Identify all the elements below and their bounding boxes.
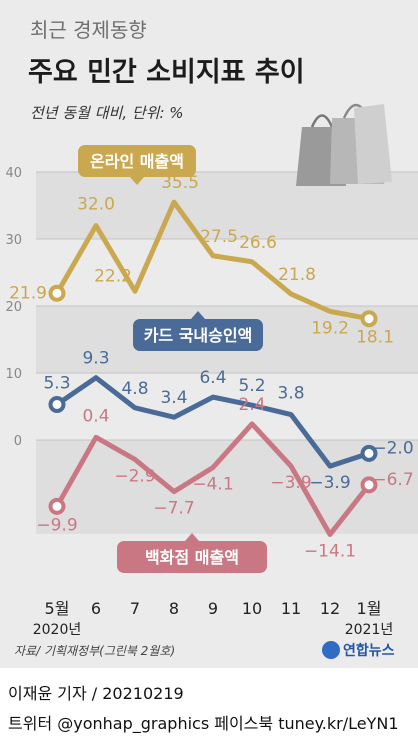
series-line: [54, 421, 372, 537]
series-marker: [360, 476, 378, 494]
data-label: 3.8: [277, 384, 304, 404]
x-tick-label: 12: [320, 599, 340, 618]
series-marker: [48, 284, 66, 302]
data-label: 27.5: [200, 227, 238, 247]
data-label: 35.5: [161, 173, 199, 193]
series-marker: [48, 497, 66, 515]
data-label: −3.9: [309, 473, 350, 493]
shopping-bag-icon: [354, 104, 392, 184]
series-marker: [360, 444, 378, 462]
data-label: 26.6: [239, 233, 277, 253]
series-badge: [133, 319, 263, 351]
byline: 이재윤 기자 / 20210219: [8, 684, 184, 703]
year-label-2021: 2021년: [345, 622, 394, 638]
page-title: 주요 민간 소비지표 추이: [28, 57, 305, 88]
data-label: −2.0: [372, 438, 413, 458]
logo-text: 연합뉴스: [343, 643, 395, 659]
x-tick-label: 7: [130, 599, 140, 618]
data-label: 2.4: [238, 395, 265, 415]
x-tick-label: 8: [169, 599, 179, 618]
x-tick-label: 6: [91, 599, 101, 618]
data-label: 0.4: [82, 406, 109, 426]
kicker: 최근 경제동향: [30, 18, 147, 42]
data-label: 19.2: [311, 318, 349, 338]
social-links: 트위터 @yonhap_graphics 페이스북 tuney.kr/LeYN1: [8, 714, 399, 733]
data-label: 22.2: [94, 266, 132, 286]
data-label: 21.8: [278, 265, 316, 285]
series-marker: [360, 310, 378, 328]
data-label: 21.9: [9, 283, 47, 303]
y-tick-0: 0: [14, 434, 22, 449]
unit-note: 전년 동월 대비, 단위: %: [30, 104, 184, 122]
x-tick-label: 10: [242, 599, 262, 618]
series-marker: [48, 395, 66, 413]
series-badge: [117, 541, 267, 573]
series-name: 백화점 매출액: [145, 548, 239, 567]
data-label: −6.7: [372, 470, 413, 490]
data-label: 32.0: [77, 195, 115, 215]
series-line: [54, 375, 372, 469]
data-label: −9.9: [36, 515, 77, 535]
badge-pointer: [130, 177, 144, 185]
y-tick-30: 30: [5, 233, 22, 248]
x-tick-label: 9: [208, 599, 218, 618]
yonhap-logo-icon: [322, 641, 340, 659]
x-tick-label: 1월: [357, 599, 382, 618]
year-label-2020: 2020년: [33, 622, 82, 638]
data-label: 5.2: [238, 376, 265, 396]
source-note: 자료/ 기획재정부(그린북 2월호): [14, 644, 176, 658]
data-label: 5.3: [43, 373, 70, 393]
data-label: 18.1: [356, 328, 394, 348]
data-label: −4.1: [192, 474, 233, 494]
series-name: 온라인 매출액: [90, 152, 184, 171]
data-label: 3.4: [160, 388, 187, 408]
data-label: −3.9: [270, 473, 311, 493]
yonhap-logo: 연합뉴스: [322, 640, 395, 660]
badge-pointer: [185, 533, 199, 541]
bag-handle-icon: [310, 114, 334, 128]
data-label: −14.1: [304, 541, 356, 561]
y-tick-40: 40: [5, 166, 22, 181]
y-tick-10: 10: [5, 367, 22, 382]
series-name: 카드 국내승인액: [144, 326, 253, 345]
series-badge: [78, 145, 196, 177]
x-tick-label: 11: [281, 599, 301, 618]
data-label: 9.3: [82, 349, 109, 369]
data-label: 4.8: [121, 379, 148, 399]
series-line: [54, 199, 372, 322]
data-label: −7.7: [153, 499, 194, 519]
y-tick-20: 20: [5, 300, 22, 315]
badge-pointer: [191, 311, 205, 319]
line-chart: 0 10 20 30 40 21.9 32.0 22.2 35.5 27.5 26.621.8 19.…: [5, 103, 418, 638]
data-label: 6.4: [199, 368, 226, 388]
x-tick-label: 5월: [45, 599, 70, 618]
data-label: −2.9: [114, 466, 155, 486]
